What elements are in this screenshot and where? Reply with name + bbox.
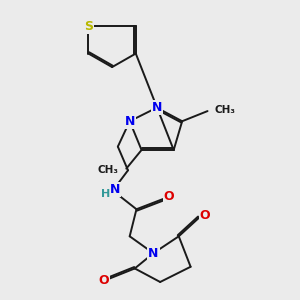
Text: H: H [101, 189, 110, 199]
Text: N: N [148, 247, 159, 260]
Text: N: N [110, 183, 120, 196]
Text: CH₃: CH₃ [98, 165, 119, 175]
Text: O: O [98, 274, 109, 287]
Text: O: O [164, 190, 174, 203]
Text: N: N [152, 101, 162, 114]
Text: N: N [124, 115, 135, 128]
Text: O: O [200, 209, 211, 222]
Text: CH₃: CH₃ [215, 105, 236, 115]
Text: S: S [84, 20, 93, 33]
